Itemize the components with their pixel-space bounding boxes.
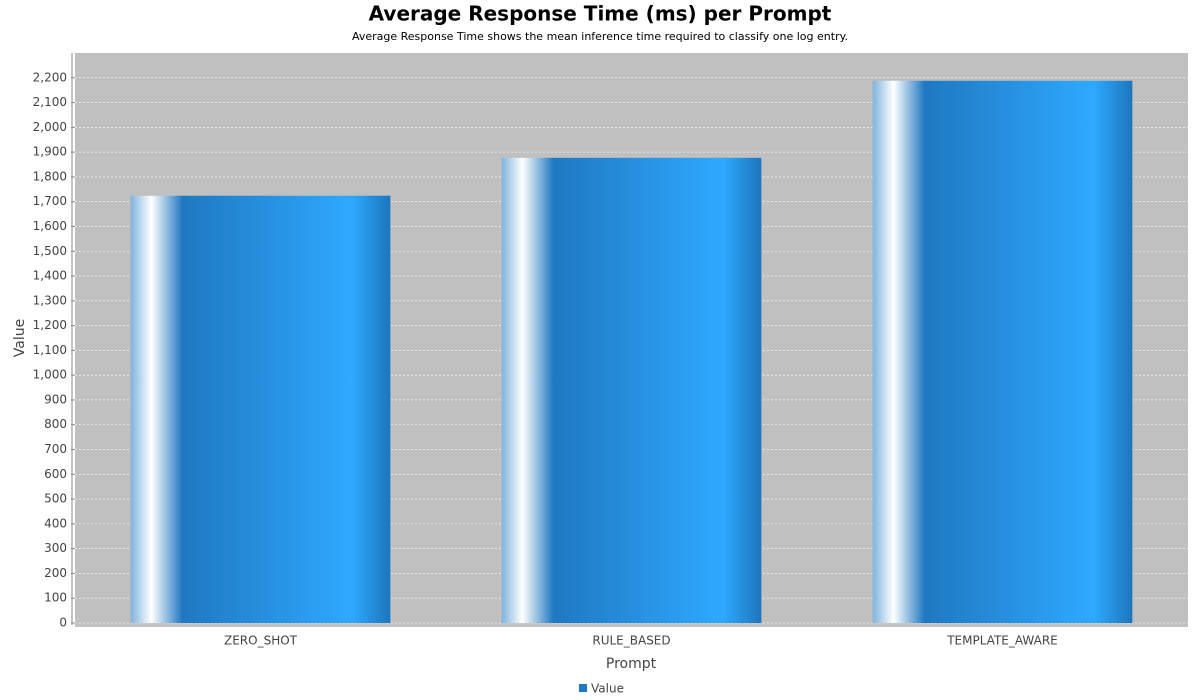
y-tick-label: 2,200 (33, 70, 67, 84)
y-tick-label: 600 (44, 467, 67, 481)
y-tick-label: 200 (44, 566, 67, 580)
x-axis-label: Prompt (606, 656, 657, 672)
y-tick-label: 2,100 (33, 95, 67, 109)
y-tick-label: 800 (44, 417, 67, 431)
legend-swatch (579, 684, 587, 692)
legend-label: Value (591, 682, 624, 696)
chart-subtitle: Average Response Time shows the mean inf… (352, 30, 848, 43)
y-tick-label: 400 (44, 516, 67, 530)
y-tick-label: 1,100 (33, 343, 67, 357)
y-tick-label: 2,000 (33, 120, 67, 134)
y-tick-label: 1,900 (33, 145, 67, 159)
y-tick-label: 1,800 (33, 169, 67, 183)
x-tick-label: ZERO_SHOT (224, 634, 298, 648)
y-tick-label: 500 (44, 492, 67, 506)
bar (501, 157, 762, 623)
y-tick-label: 1,500 (33, 244, 67, 258)
y-tick-label: 100 (44, 591, 67, 605)
y-tick-label: 300 (44, 541, 67, 555)
y-tick-label: 1,700 (33, 194, 67, 208)
y-tick-label: 1,200 (33, 318, 67, 332)
x-tick-label: RULE_BASED (592, 634, 670, 648)
y-tick-label: 1,300 (33, 293, 67, 307)
chart-title: Average Response Time (ms) per Prompt (369, 2, 832, 26)
y-tick-label: 1,600 (33, 219, 67, 233)
y-tick-label: 1,000 (33, 368, 67, 382)
y-tick-label: 900 (44, 392, 67, 406)
y-tick-label: 700 (44, 442, 67, 456)
y-tick-label: 1,400 (33, 269, 67, 283)
x-tick-label: TEMPLATE_AWARE (946, 634, 1058, 648)
bar (872, 80, 1133, 623)
y-axis-label: Value (12, 319, 28, 357)
bar (130, 195, 391, 623)
y-tick-label: 0 (59, 616, 67, 630)
